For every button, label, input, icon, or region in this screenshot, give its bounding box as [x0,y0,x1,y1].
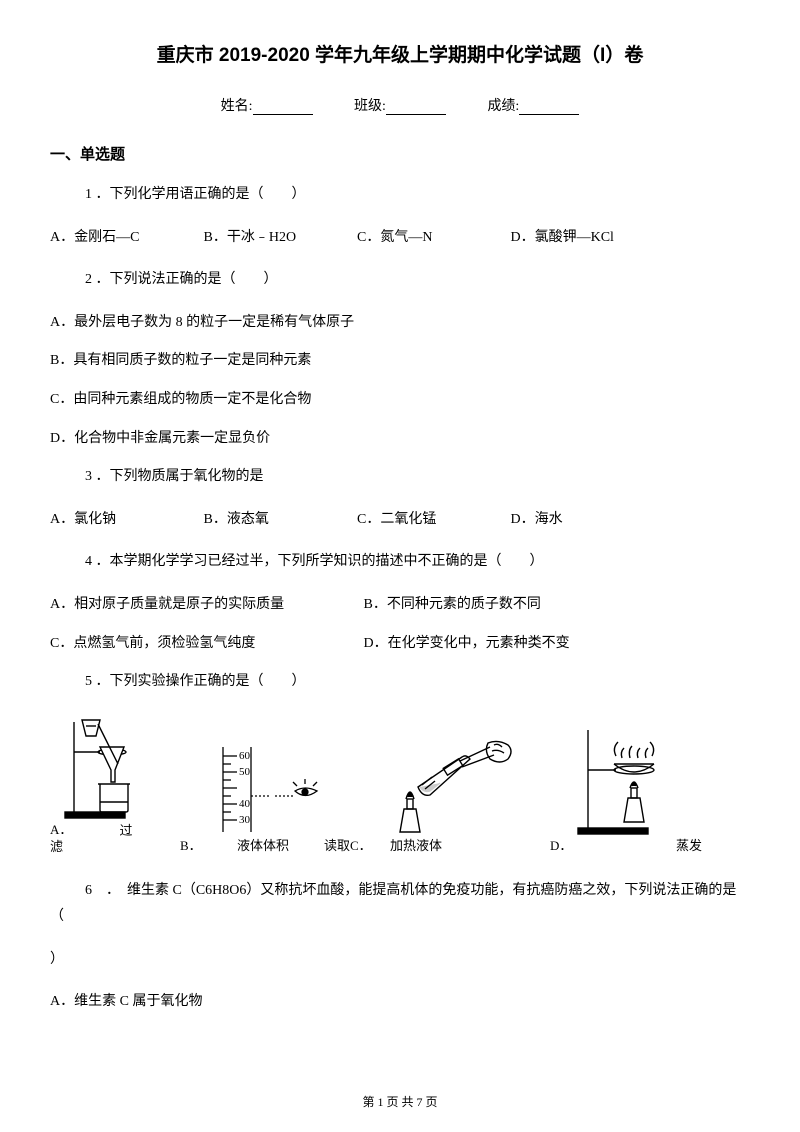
q4-opt-a: A．相对原子质量就是原子的实际质量 [50,592,360,619]
class-blank [386,101,446,115]
q5-d-pre: D． [550,837,572,855]
evaporation-icon [570,722,690,837]
section-1-title: 一、单选题 [50,143,750,164]
q5-c-text: 加热液体 [372,837,550,855]
q5-c-pre: C． [350,837,372,855]
q5-b-text2: 液体体积 [202,837,324,855]
score-blank [519,101,579,115]
q4-opt-d: D．在化学变化中，元素种类不变 [364,631,570,658]
q2-opt-d: D．化合物中非金属元素一定显负价 [50,426,750,453]
q3-opt-a: A．氯化钠 [50,507,200,534]
q3-opt-b: B．液态氧 [204,507,354,534]
name-label: 姓名: [221,99,253,114]
page-title: 重庆市 2019-2020 学年九年级上学期期中化学试题（I）卷 [50,40,750,67]
svg-text:60: 60 [239,750,251,762]
q5-figures: A． 滤 过 [50,712,750,856]
q4-opt-b: B．不同种元素的质子数不同 [364,592,541,619]
q6-paren: ） [50,947,750,974]
q5-d-text: 蒸发 [572,837,710,855]
filtration-icon [60,712,170,822]
page-footer: 第 1 页 共 7 页 [0,1093,800,1110]
q1-opt-a: A．金刚石—C [50,225,200,252]
q4-row2: C．点燃氢气前，须检验氢气纯度 D．在化学变化中，元素种类不变 [50,631,750,658]
q6-stem: 6 ． 维生素 C（C6H8O6）又称抗坏血酸，能提高机体的免疫功能，有抗癌防癌… [50,878,750,931]
q5-a-pre: A． [50,822,72,837]
heating-tube-icon [370,737,530,837]
q4-stem: 4 ．本学期化学学习已经过半，下列所学知识的描述中不正确的是（ ） [50,549,750,576]
graduated-cylinder-icon: 60 50 40 30 [205,742,275,837]
q6-opt-a: A．维生素 C 属于氧化物 [50,989,750,1016]
q1-stem: 1 ．下列化学用语正确的是（ ） [50,182,750,209]
svg-text:40: 40 [239,798,251,810]
q2-opt-b: B．具有相同质子数的粒子一定是同种元素 [50,348,750,375]
class-label: 班级: [354,99,386,114]
q3-options: A．氯化钠 B．液态氧 C．二氧化锰 D．海水 [50,507,750,534]
q3-opt-d: D．海水 [511,507,661,534]
q4-opt-c: C．点燃氢气前，须检验氢气纯度 [50,631,360,658]
q1-opt-b: B．干冰﹣H2O [204,225,354,252]
q2-opt-a: A．最外层电子数为 8 的粒子一定是稀有气体原子 [50,310,750,337]
q5-b-text1: 读取 [324,837,350,855]
q1-options: A．金刚石—C B．干冰﹣H2O C．氮气—N D．氯酸钾—KCl [50,225,750,252]
q3-stem: 3 ．下列物质属于氧化物的是 [50,464,750,491]
q2-stem: 2 ．下列说法正确的是（ ） [50,267,750,294]
svg-text:30: 30 [239,814,251,826]
q1-opt-d: D．氯酸钾—KCl [511,225,661,252]
score-label: 成绩: [487,99,519,114]
q3-opt-c: C．二氧化锰 [357,507,507,534]
q5-a-post1: 过 [119,823,132,838]
q5-a-post2: 滤 [50,839,63,854]
q5-stem: 5 ．下列实验操作正确的是（ ） [50,669,750,696]
q2-opt-c: C．由同种元素组成的物质一定不是化合物 [50,387,750,414]
svg-text:50: 50 [239,766,251,778]
q4-row1: A．相对原子质量就是原子的实际质量 B．不同种元素的质子数不同 [50,592,750,619]
name-blank [253,101,313,115]
eye-icon [275,742,325,837]
student-info-line: 姓名: 班级: 成绩: [50,95,750,115]
q5-b-pre: B． [180,837,202,855]
q1-opt-c: C．氮气—N [357,225,507,252]
